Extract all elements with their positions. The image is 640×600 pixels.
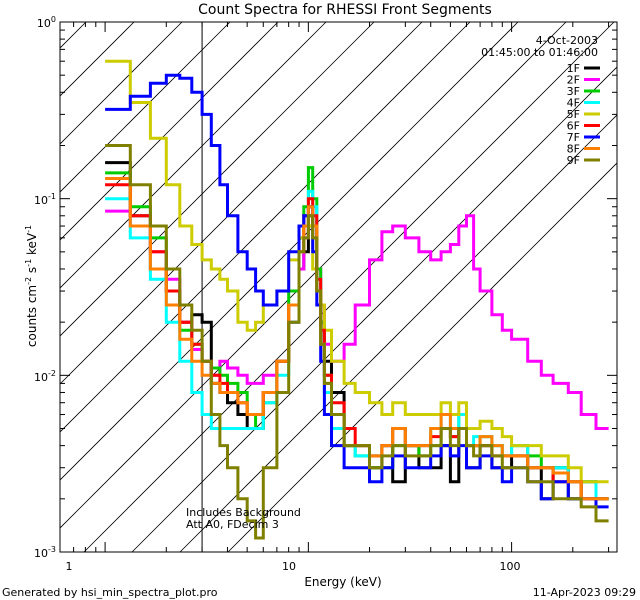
legend-label-8F: 8F	[567, 143, 580, 156]
x-tick-label-10: 10	[282, 560, 296, 573]
hatch-line	[60, 22, 519, 481]
series-line-9F	[105, 144, 609, 540]
y-tick-label-group: 100 10-1 10-2 10-3	[34, 15, 56, 560]
excluded-energy-hatch	[60, 22, 617, 552]
hatch-line	[60, 22, 87, 49]
annotation-date: 4-Oct-2003	[536, 34, 598, 47]
hatch-line	[60, 22, 231, 193]
y-tick-label-0.1: 10-1	[34, 192, 56, 207]
legend-label-4F: 4F	[567, 97, 580, 110]
hatch-line	[60, 22, 567, 529]
series-layer	[105, 59, 609, 540]
x-tick-label-group: 1 10 100	[66, 560, 521, 573]
hatch-line	[179, 114, 617, 552]
date-annotation: 4-Oct-2003 01:45:00 to 01:46:00	[481, 34, 598, 59]
hatch-line	[60, 22, 183, 145]
x-axis-label: Energy (keV)	[304, 575, 381, 589]
chart-title: Count Spectra for RHESSI Front Segments	[198, 2, 492, 18]
x-tick-label-100: 100	[500, 560, 521, 573]
hatch-line	[60, 22, 327, 289]
hatch-line	[83, 22, 615, 552]
hatch-line	[227, 162, 617, 552]
y-axis-label: counts cm-2 s-1 keV-1	[24, 225, 39, 347]
legend-label-2F: 2F	[567, 74, 580, 87]
hatch-line	[60, 22, 423, 385]
y-tick-label-0.01: 10-2	[34, 369, 56, 384]
hatch-line	[60, 22, 279, 241]
legend-label-1F: 1F	[567, 62, 580, 75]
legend-label-9F: 9F	[567, 154, 580, 167]
x-tick-label-1: 1	[66, 560, 73, 573]
series-line-7F	[105, 73, 609, 509]
annotation-note-2: Att A0, FDecim 3	[186, 518, 279, 531]
y-tick-label-0.001: 10-3	[34, 545, 56, 560]
annotation-time-range: 01:45:00 to 01:46:00	[481, 46, 598, 59]
legend-label-5F: 5F	[567, 108, 580, 121]
legend-label-3F: 3F	[567, 85, 580, 98]
series-line-5F	[105, 59, 609, 484]
legend-label-6F: 6F	[567, 120, 580, 133]
hatch-line	[131, 66, 617, 552]
hatch-line	[60, 22, 375, 337]
footer-timestamp: 11-Apr-2023 09:29	[533, 586, 636, 599]
series-line-4F	[105, 189, 609, 501]
background-note: Includes Background Att A0, FDecim 3	[186, 506, 301, 531]
footer-generated-by: Generated by hsi_min_spectra_plot.pro	[2, 586, 218, 599]
y-tick-label-1: 100	[37, 15, 56, 30]
plot-frame	[59, 21, 618, 553]
annotation-note-1: Includes Background	[186, 506, 301, 519]
hatch-line	[60, 22, 471, 433]
axis-ticks	[59, 21, 617, 553]
legend-label-7F: 7F	[567, 131, 580, 144]
